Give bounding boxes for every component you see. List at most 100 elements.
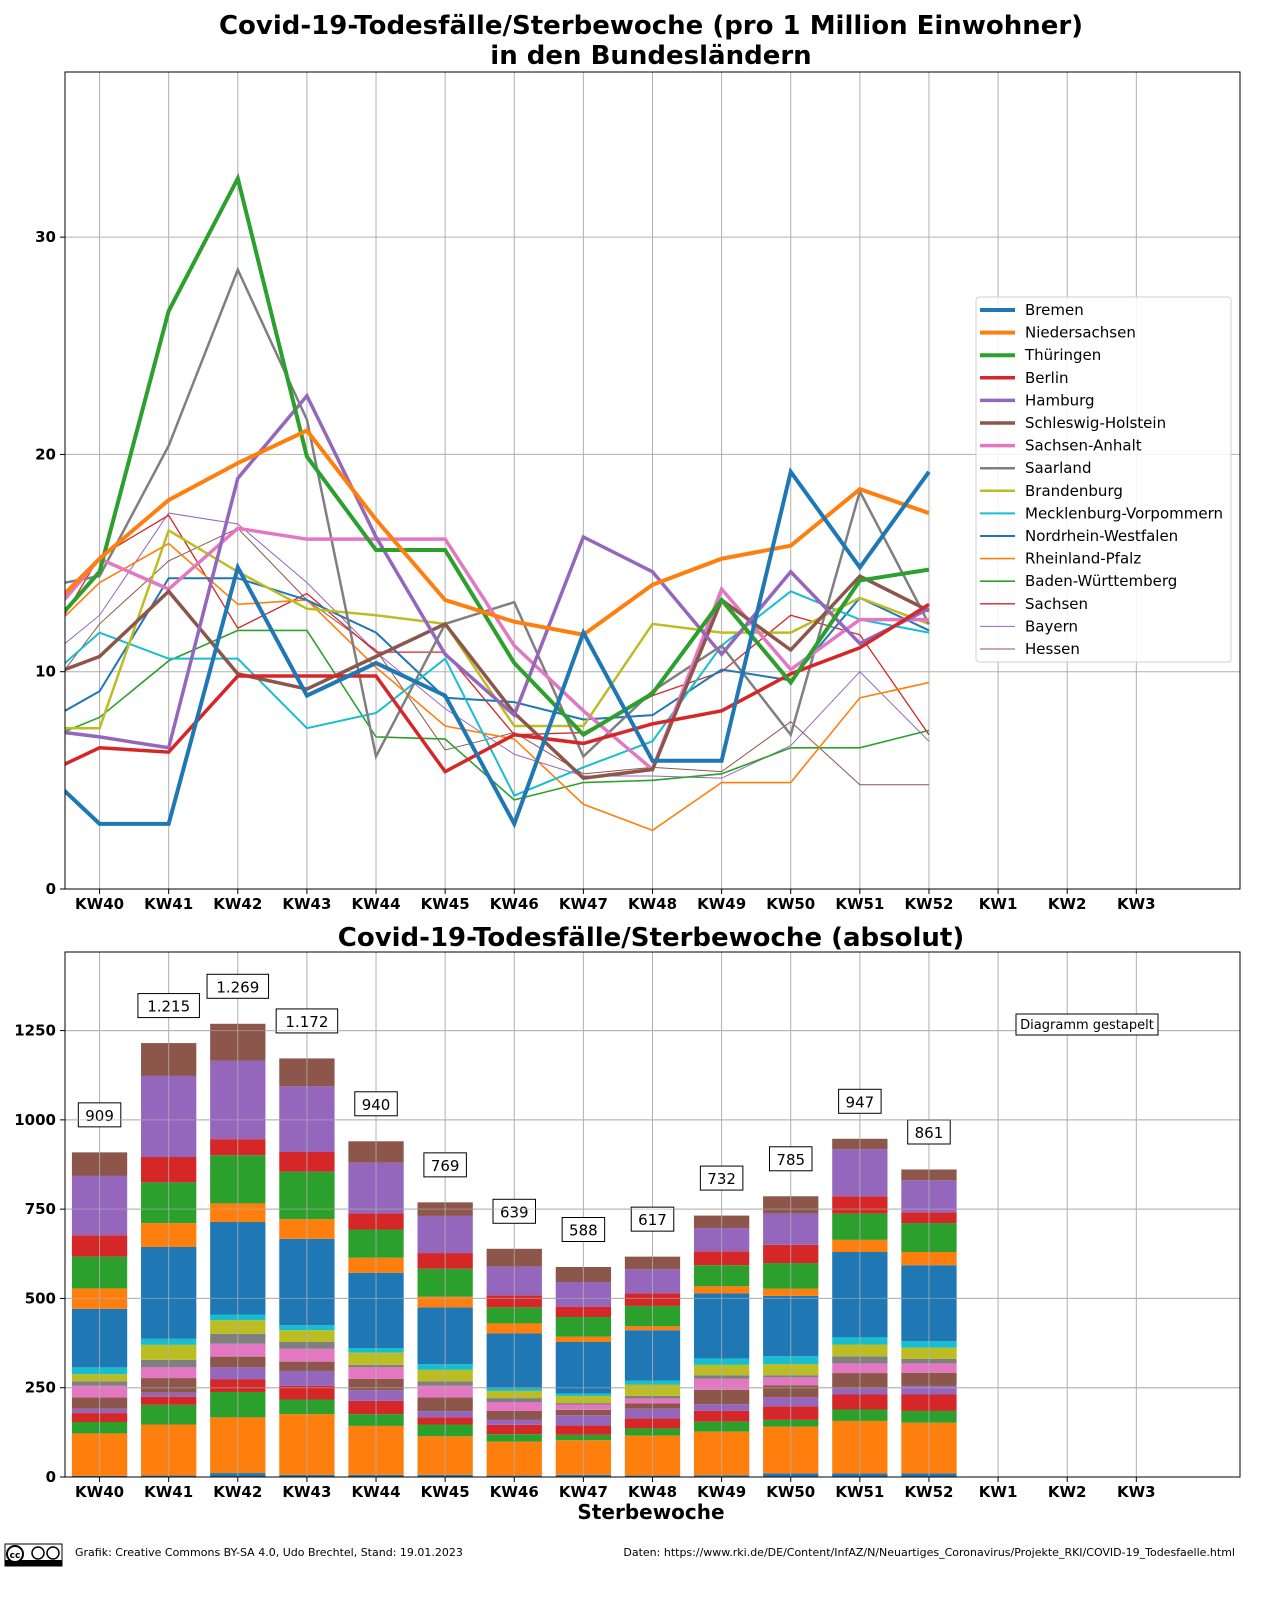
- footer-credit: Grafik: Creative Commons BY-SA 4.0, Udo …: [75, 1546, 463, 1559]
- series-lines: [65, 172, 931, 832]
- legend-item: Thüringen: [980, 346, 1101, 364]
- x-tick-label: KW46: [490, 1483, 539, 1501]
- series-line-mecklenburg-vorpommern: [65, 590, 930, 797]
- bar-total-label: 1.269: [206, 973, 270, 999]
- bar-total-label: 861: [907, 1119, 951, 1145]
- legend-item: Mecklenburg-Vorpommern: [980, 504, 1223, 522]
- bar-total-label: 639: [492, 1198, 537, 1224]
- x-tick-label: KW40: [75, 895, 124, 913]
- bar-total-box: [561, 1217, 606, 1242]
- legend-item: Schleswig-Holstein: [980, 414, 1166, 432]
- y-tick-label: 30: [35, 228, 56, 246]
- series-line-hamburg: [65, 392, 930, 750]
- legend: Bremen Niedersachsen Thüringen Berlin Hambur…: [975, 296, 1232, 663]
- y-tick-label: 750: [25, 1200, 56, 1218]
- bar-total-label: 940: [354, 1091, 398, 1117]
- series-line-hessen: [65, 527, 929, 786]
- bar-total-text: 732: [707, 1170, 736, 1188]
- line-chart-title: Covid-19-Todesfälle/Sterbewoche (pro 1 M…: [219, 11, 1083, 41]
- bars: [71, 1023, 957, 1477]
- legend-label: Hamburg: [1025, 391, 1095, 409]
- y-tick-label: 500: [25, 1289, 56, 1307]
- x-tick-label: KW40: [75, 1483, 124, 1501]
- bar-total-box: [768, 1146, 813, 1172]
- legend-label: Berlin: [1025, 369, 1069, 387]
- y-tick-label: 1250: [14, 1022, 56, 1040]
- legend-item: Niedersachsen: [980, 324, 1136, 342]
- x-tick-label: KW48: [628, 1483, 677, 1501]
- bar-total-label: 1.215: [137, 993, 200, 1019]
- line-chart-subtitle: in den Bundesländern: [490, 41, 811, 71]
- footer-source: Daten: https://www.rki.de/DE/Content/Inf…: [623, 1546, 1235, 1559]
- bar-chart-plot: 0 250 500 750 1000 1250 909 1.215 1.269 1.172 940 7…: [14, 951, 1241, 1501]
- bar-total-box: [630, 1206, 675, 1232]
- annotation-box: [1015, 1013, 1159, 1036]
- y-tick-label: 20: [35, 445, 56, 463]
- x-tick-label: KW51: [835, 895, 884, 913]
- plot-frame: [64, 71, 1241, 890]
- series-line-sachsen-anhalt: [65, 526, 929, 773]
- x-tick-label: KW42: [213, 1483, 262, 1501]
- series-line-baden-württemberg: [65, 629, 930, 801]
- bar-total-label: 732: [699, 1165, 744, 1191]
- bar-total-box: [423, 1152, 467, 1178]
- x-tick-label: KW52: [904, 1483, 953, 1501]
- y-tick-label: 10: [35, 663, 56, 681]
- plot-frame: [64, 951, 1241, 1478]
- series-line-bremen: [65, 467, 931, 829]
- legend-item: Baden-Württemberg: [980, 572, 1177, 590]
- x-tick-label: KW47: [559, 1483, 608, 1501]
- y-tick-label: 0: [46, 1468, 56, 1486]
- legend-label: Mecklenburg-Vorpommern: [1025, 504, 1223, 522]
- x-tick-label: KW50: [766, 895, 815, 913]
- bar-total-box: [77, 1102, 122, 1128]
- y-tick-label: 1000: [14, 1111, 56, 1129]
- bar-total-text: 1.172: [285, 1013, 328, 1031]
- legend-item: Brandenburg: [980, 482, 1123, 500]
- bar-total-text: 940: [362, 1096, 391, 1114]
- stacked-annotation: Diagramm gestapelt: [1015, 1013, 1159, 1036]
- series-line-brandenburg: [65, 528, 930, 730]
- legend-label: Nordrhein-Westfalen: [1025, 527, 1178, 545]
- bar-chart-title: Covid-19-Todesfälle/Sterbewoche (absolut…: [338, 923, 965, 953]
- bar-total-text: 617: [638, 1211, 667, 1229]
- x-tick-label: KW3: [1117, 1483, 1156, 1501]
- line-chart-plot: KW40 KW41 KW42 KW43 KW44 KW45 KW46 KW47 KW48 KW49…: [35, 71, 1241, 913]
- legend-label: Schleswig-Holstein: [1025, 414, 1166, 432]
- series-line-bayern: [65, 512, 930, 779]
- x-tick-label: KW45: [421, 1483, 470, 1501]
- x-tick-label: KW41: [144, 1483, 193, 1501]
- bar-total-text: 1.215: [147, 998, 190, 1016]
- bar-total-text: 1.269: [216, 978, 259, 996]
- legend-item: Berlin: [980, 369, 1069, 387]
- legend-label: Sachsen: [1025, 595, 1088, 613]
- y-tick-label: 250: [25, 1379, 56, 1397]
- bar-total-box: [354, 1091, 398, 1117]
- bar-chart-xlabel: Sterbewoche: [577, 1500, 724, 1524]
- bar-total-box: [492, 1198, 537, 1224]
- legend-item: Sachsen: [980, 595, 1088, 613]
- bar-total-label: 588: [561, 1217, 606, 1242]
- legend-item: Hessen: [980, 640, 1080, 658]
- x-tick-label: KW2: [1048, 895, 1087, 913]
- bar-total-label: 909: [77, 1102, 122, 1128]
- x-tick-label: KW43: [282, 895, 331, 913]
- legend-item: Saarland: [980, 459, 1091, 477]
- legend-item: Bremen: [980, 301, 1084, 319]
- series-line-berlin: [65, 602, 930, 774]
- legend-label: Baden-Württemberg: [1025, 572, 1177, 590]
- legend-label: Saarland: [1025, 459, 1091, 477]
- legend-label: Bayern: [1025, 617, 1078, 635]
- series-line-schleswig-holstein: [65, 573, 930, 781]
- bar-total-text: 861: [915, 1124, 944, 1142]
- x-tick-label: KW43: [282, 1483, 331, 1501]
- x-tick-label: KW42: [213, 895, 262, 913]
- legend-label: Hessen: [1025, 640, 1080, 658]
- x-tick-label: KW52: [904, 895, 953, 913]
- x-tick-label: KW48: [628, 895, 677, 913]
- legend-box: [975, 296, 1232, 663]
- bar-total-box: [838, 1088, 882, 1114]
- legend-item: Nordrhein-Westfalen: [980, 527, 1178, 545]
- bar-total-text: 588: [569, 1222, 598, 1240]
